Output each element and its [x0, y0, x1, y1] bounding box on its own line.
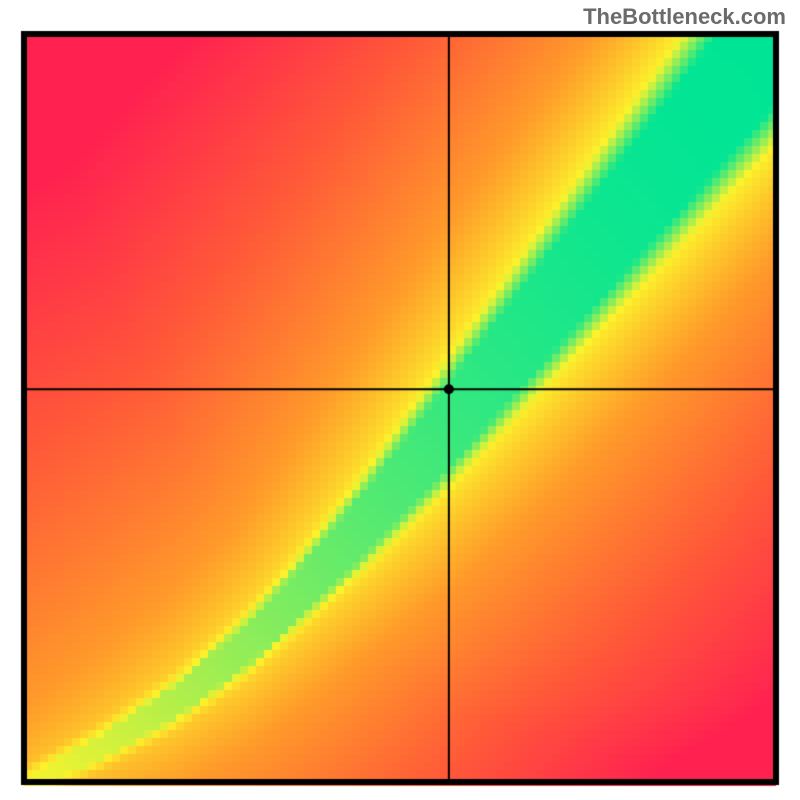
bottleneck-heatmap	[0, 0, 800, 800]
watermark-text: TheBottleneck.com	[583, 4, 786, 30]
chart-container: TheBottleneck.com	[0, 0, 800, 800]
